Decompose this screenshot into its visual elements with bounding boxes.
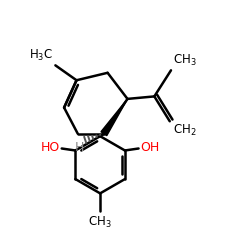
Text: CH$_3$: CH$_3$ xyxy=(88,215,112,230)
Text: H: H xyxy=(74,141,84,154)
Text: HO: HO xyxy=(40,142,60,154)
Text: CH$_3$: CH$_3$ xyxy=(174,53,197,68)
Text: OH: OH xyxy=(140,142,160,154)
Polygon shape xyxy=(101,99,128,136)
Text: CH$_2$: CH$_2$ xyxy=(173,122,196,138)
Text: H$_3$C: H$_3$C xyxy=(29,48,53,63)
